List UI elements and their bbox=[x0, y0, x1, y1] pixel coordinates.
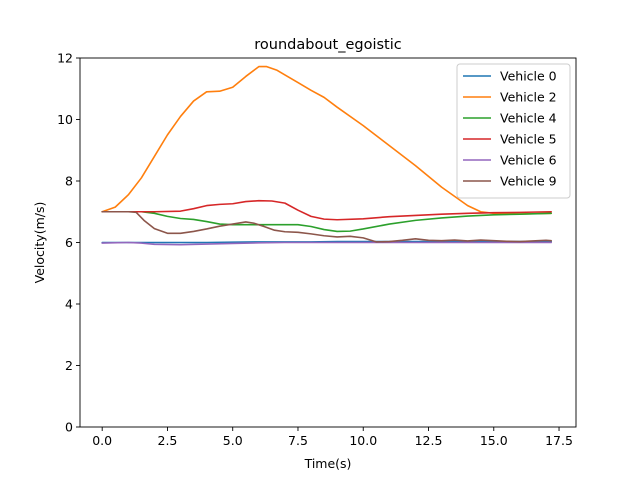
y-tick-label: 2 bbox=[65, 358, 73, 373]
y-tick-label: 4 bbox=[65, 297, 73, 312]
legend-entry-label: Vehicle 5 bbox=[500, 132, 557, 147]
series-line-vehicle-5 bbox=[101, 199, 553, 221]
y-tick-label: 12 bbox=[57, 51, 73, 66]
x-tick-label: 10.0 bbox=[349, 433, 377, 448]
y-axis-label: Velocity(m/s) bbox=[32, 202, 47, 284]
y-tick-label: 10 bbox=[57, 112, 73, 127]
series-line-vehicle-9 bbox=[101, 210, 553, 243]
chart-title: roundabout_egoistic bbox=[254, 37, 401, 53]
y-tick-label: 8 bbox=[65, 174, 73, 189]
x-axis: 0.0 2.5 5.0 7.5 10.0 12.5 15.0 17.5 bbox=[92, 427, 573, 448]
x-tick-label: 0.0 bbox=[92, 433, 112, 448]
series-line-vehicle-4 bbox=[101, 210, 553, 233]
series-lines bbox=[101, 65, 553, 246]
legend: Vehicle 0 Vehicle 2 Vehicle 4 Vehicle 5 Vehi… bbox=[456, 63, 571, 199]
series-line-vehicle-2 bbox=[101, 65, 553, 215]
series-line-vehicle-6 bbox=[101, 241, 553, 246]
x-tick-label: 15.0 bbox=[480, 433, 508, 448]
y-tick-label: 0 bbox=[65, 420, 73, 435]
legend-entry-label: Vehicle 6 bbox=[500, 153, 557, 168]
x-axis-label: Time(s) bbox=[304, 456, 352, 471]
x-tick-label: 5.0 bbox=[223, 433, 243, 448]
legend-entry-label: Vehicle 2 bbox=[500, 90, 557, 105]
legend-entry-label: Vehicle 9 bbox=[500, 174, 557, 189]
x-tick-label: 7.5 bbox=[288, 433, 308, 448]
y-tick-label: 6 bbox=[65, 235, 73, 250]
x-tick-label: 2.5 bbox=[158, 433, 178, 448]
x-tick-label: 17.5 bbox=[545, 433, 573, 448]
legend-entry-label: Vehicle 0 bbox=[500, 69, 557, 84]
y-axis: 0 2 4 6 8 10 12 bbox=[57, 51, 80, 435]
x-tick-label: 12.5 bbox=[415, 433, 443, 448]
legend-entry-label: Vehicle 4 bbox=[500, 111, 557, 126]
